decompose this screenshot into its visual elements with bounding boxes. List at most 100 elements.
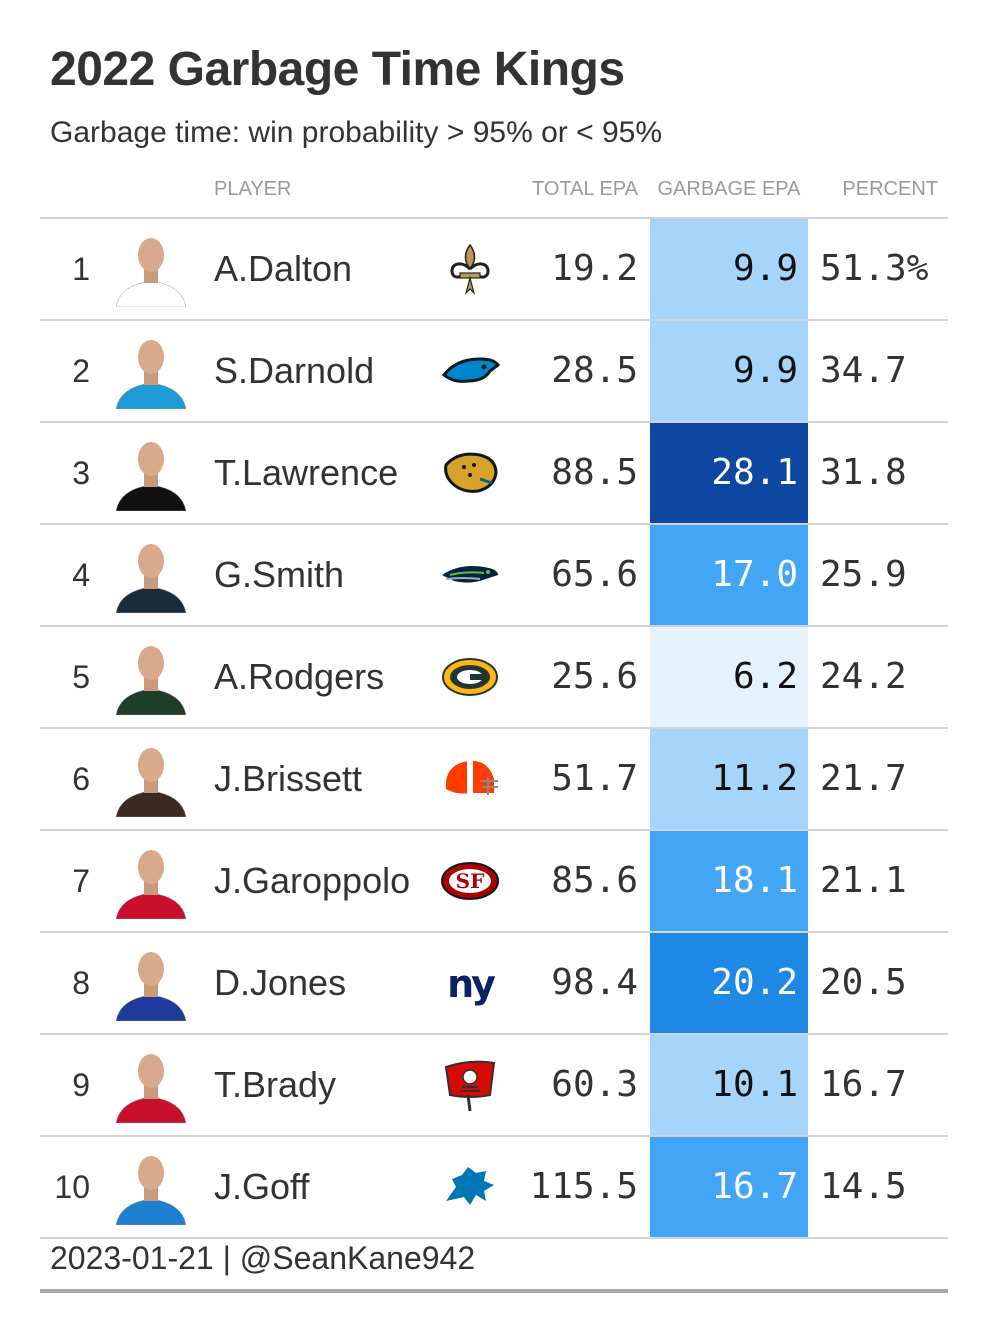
jersey-shape <box>115 382 187 409</box>
table-row: 3 T.Lawrence 88.5 28.1 31.8 <box>40 423 948 525</box>
player-headshot <box>115 952 187 1021</box>
player-name: J.Goff <box>214 1166 310 1207</box>
garbage-epa-cell: 9.9 <box>650 219 808 319</box>
rank-cell: 4 <box>72 557 90 593</box>
buccaneers-flag-icon <box>440 1055 500 1115</box>
percent-cell: 14.5 <box>820 1166 907 1207</box>
total-epa-cell: 85.6 <box>551 860 638 901</box>
total-epa-cell: 28.5 <box>551 350 638 391</box>
neck-shape <box>144 779 158 793</box>
percent-cell: 21.1 <box>820 860 907 901</box>
table-row: 1 A.Dalton 19.2 9.9 51.3% <box>40 219 948 321</box>
percent-cell: 21.7 <box>820 758 907 799</box>
rank-cell: 3 <box>72 455 90 491</box>
jersey-shape <box>115 484 187 511</box>
saints-fleur-de-lis-icon <box>440 239 500 299</box>
total-epa-cell: 115.5 <box>529 1166 638 1207</box>
percent-cell: 34.7 <box>820 350 907 391</box>
jersey-shape <box>115 586 187 613</box>
player-headshot <box>115 442 187 511</box>
jersey-shape <box>115 994 187 1021</box>
svg-text:ny: ny <box>447 962 496 1006</box>
head-shape <box>138 646 164 680</box>
player-headshot <box>115 1156 187 1225</box>
percent-cell: 16.7 <box>820 1064 907 1105</box>
table-row: 5 A.Rodgers 25.6 6.2 24.2 <box>40 627 948 729</box>
rank-cell: 8 <box>72 965 90 1001</box>
chart-title: 2022 Garbage Time Kings <box>50 43 625 96</box>
neck-shape <box>144 473 158 487</box>
jersey-shape <box>115 1198 187 1225</box>
data-table: 1 A.Dalton 19.2 9.9 51.3% 2 S.Darnold 28.5 9.9 34… <box>40 219 948 1239</box>
jaguars-icon <box>440 443 500 503</box>
neck-shape <box>144 1085 158 1099</box>
header-divider <box>40 217 948 219</box>
jersey-shape <box>115 688 187 715</box>
garbage-epa-cell: 16.7 <box>650 1137 808 1237</box>
table-row: 9 T.Brady 60.3 10.1 16.7 <box>40 1035 948 1137</box>
jersey-shape <box>115 280 187 307</box>
neck-shape <box>144 269 158 283</box>
seahawks-icon <box>440 545 500 605</box>
49ers-icon: SF <box>440 851 500 911</box>
player-name: J.Garoppolo <box>214 860 411 901</box>
table-row: 2 S.Darnold 28.5 9.9 34.7 <box>40 321 948 423</box>
rank-cell: 7 <box>72 863 90 899</box>
column-header-total-epa: TOTAL EPA <box>532 178 638 200</box>
player-name: G.Smith <box>214 554 345 595</box>
jersey-shape <box>115 892 187 919</box>
percent-cell: 20.5 <box>820 962 907 1003</box>
table-row: 8 D.Jones ny 98.4 20.2 20.5 <box>40 933 948 1035</box>
neck-shape <box>144 575 158 589</box>
panthers-icon <box>440 341 501 401</box>
rank-cell: 9 <box>72 1067 90 1103</box>
browns-helmet-icon <box>440 749 500 809</box>
player-headshot <box>115 850 187 919</box>
head-shape <box>138 1054 164 1088</box>
total-epa-cell: 98.4 <box>551 962 638 1003</box>
rank-cell: 2 <box>72 353 90 389</box>
garbage-epa-cell: 10.1 <box>650 1035 808 1135</box>
neck-shape <box>144 983 158 997</box>
neck-shape <box>144 881 158 895</box>
garbage-epa-cell: 28.1 <box>650 423 808 523</box>
neck-shape <box>144 371 158 385</box>
head-shape <box>138 442 164 476</box>
head-shape <box>138 952 164 986</box>
garbage-epa-cell: 17.0 <box>650 525 808 625</box>
total-epa-cell: 51.7 <box>551 758 638 799</box>
giants-ny-icon: ny <box>440 953 500 1013</box>
table-row: 4 G.Smith 65.6 17.0 25.9 <box>40 525 948 627</box>
column-header-percent: PERCENT <box>842 178 938 200</box>
player-name: A.Rodgers <box>214 656 385 697</box>
percent-cell: 51.3% <box>820 248 929 289</box>
bottom-divider <box>40 1289 948 1293</box>
garbage-epa-cell: 6.2 <box>650 627 808 727</box>
garbage-epa-cell: 9.9 <box>650 321 808 421</box>
player-name: J.Brissett <box>214 758 363 799</box>
jersey-shape <box>115 790 187 817</box>
player-name: T.Lawrence <box>214 452 399 493</box>
packers-g-icon <box>440 647 500 707</box>
lions-icon <box>440 1157 500 1217</box>
neck-shape <box>144 677 158 691</box>
percent-cell: 31.8 <box>820 452 907 493</box>
chart-subtitle: Garbage time: win probability > 95% or <… <box>50 116 662 149</box>
total-epa-cell: 65.6 <box>551 554 638 595</box>
total-epa-cell: 25.6 <box>551 656 638 697</box>
rank-cell: 5 <box>72 659 90 695</box>
table-row: 7 J.Garoppolo SF 85.6 18.1 21.1 <box>40 831 948 933</box>
player-name: T.Brady <box>214 1064 337 1105</box>
rank-cell: 10 <box>54 1169 90 1205</box>
head-shape <box>138 544 164 578</box>
rank-cell: 1 <box>72 251 90 287</box>
table-row: 6 J.Brissett 51.7 11.2 21.7 <box>40 729 948 831</box>
head-shape <box>138 748 164 782</box>
player-headshot <box>115 544 187 613</box>
garbage-epa-cell: 18.1 <box>650 831 808 931</box>
jersey-shape <box>115 1096 187 1123</box>
percent-cell: 24.2 <box>820 656 907 697</box>
player-headshot <box>115 238 187 307</box>
column-header-garbage-epa: GARBAGE EPA <box>657 178 801 200</box>
percent-cell: 25.9 <box>820 554 907 595</box>
